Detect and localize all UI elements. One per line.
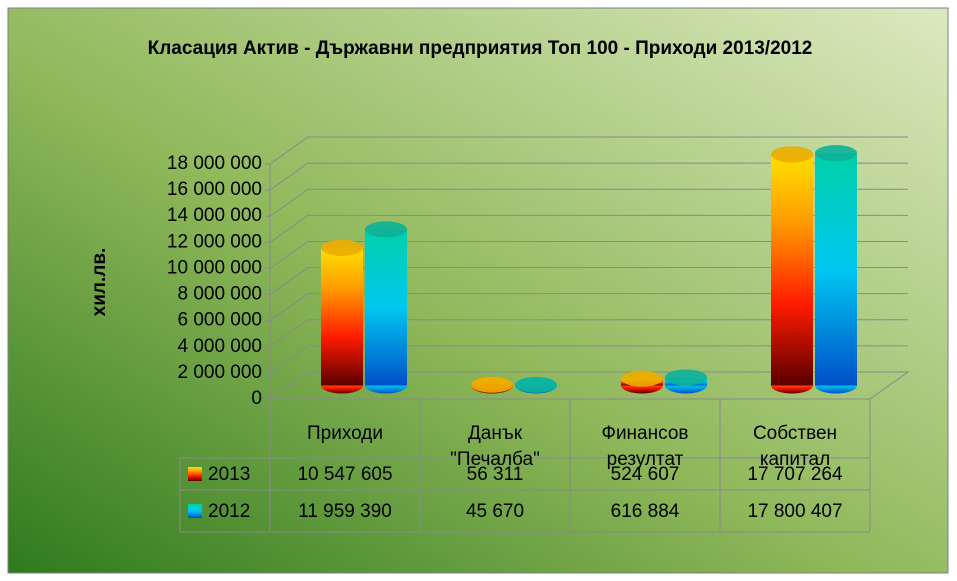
cylinder-top-shade: [515, 376, 557, 393]
cylinder: [665, 369, 707, 394]
cylinder-body: [771, 154, 813, 386]
category-label: Данък "Печалба": [450, 423, 540, 470]
grid-line: [269, 293, 908, 322]
cylinder-top-shade: [471, 376, 513, 393]
cylinder: [471, 376, 513, 394]
cylinder: [321, 239, 363, 394]
y-tick-label: 12 000 000: [167, 231, 262, 252]
legend-label: 2013: [208, 464, 250, 485]
grid-line: [269, 214, 908, 243]
y-tick-label: 6 000 000: [177, 310, 262, 331]
y-tick-label: 0: [251, 388, 262, 409]
cylinder: [515, 376, 557, 394]
cylinder: [771, 146, 813, 394]
table-value: 17 707 264: [747, 464, 843, 485]
table-value: 56 311: [467, 464, 524, 485]
table-value: 616 884: [611, 501, 680, 522]
y-tick-label: 4 000 000: [177, 336, 262, 357]
cylinder-top-shade: [771, 146, 813, 163]
y-tick-label: 10 000 000: [167, 257, 262, 278]
legend-key: [188, 467, 202, 481]
cylinder-body: [321, 247, 363, 386]
legend-label: 2012: [208, 501, 250, 522]
grid-line: [269, 162, 908, 191]
category-label: Финансов резултат: [601, 423, 689, 470]
table-value: 45 670: [466, 501, 524, 522]
chart-title: Класация Актив - Държавни предприятия То…: [147, 38, 813, 59]
table-value: 10 547 605: [297, 464, 392, 485]
cylinder-body: [815, 153, 857, 386]
y-tick-label: 8 000 000: [177, 284, 262, 305]
grid-line: [269, 240, 908, 269]
cylinder: [621, 370, 663, 394]
y-axis-label: хил.лв.: [89, 248, 110, 317]
cylinder-top-shade: [621, 370, 663, 387]
grid-line: [269, 267, 908, 295]
grid-line: [269, 136, 908, 165]
y-tick-label: 14 000 000: [167, 205, 262, 226]
cylinder-top-shade: [365, 221, 407, 238]
cylinder: [365, 221, 407, 394]
table-value: 11 959 390: [298, 501, 392, 522]
grid-line: [269, 345, 908, 374]
grid-line: [269, 188, 908, 217]
category-label: Собствен капитал: [752, 423, 838, 470]
cylinder-top-shade: [815, 145, 857, 162]
y-tick-label: 16 000 000: [167, 179, 262, 200]
table-value: 17 800 407: [747, 501, 842, 522]
grid-line: [269, 319, 908, 348]
cylinder: [815, 145, 857, 394]
cylinder-body: [365, 229, 407, 386]
y-tick-label: 2 000 000: [177, 362, 262, 383]
y-tick-label: 18 000 000: [167, 153, 262, 174]
cylinder-top-shade: [321, 239, 363, 256]
legend-key: [188, 504, 202, 518]
cylinder-top-shade: [665, 369, 707, 386]
table-value: 524 607: [611, 464, 680, 485]
grid-line: [269, 371, 908, 400]
category-label: Приходи: [307, 423, 383, 444]
